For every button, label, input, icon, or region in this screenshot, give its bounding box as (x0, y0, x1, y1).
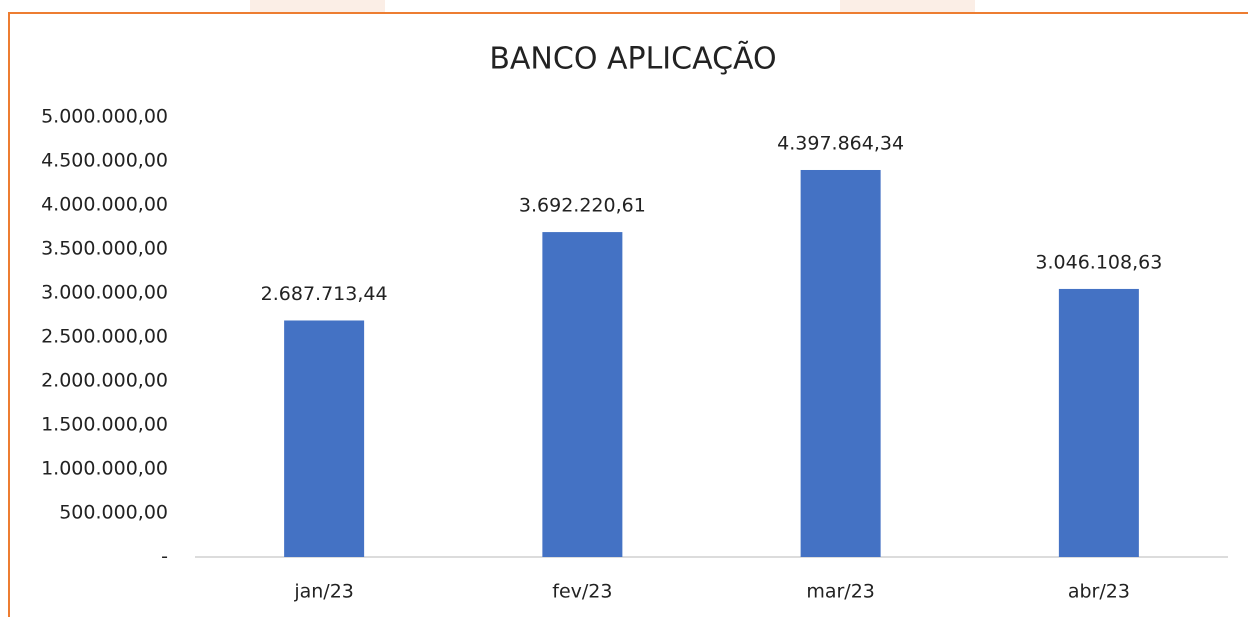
x-tick-label: mar/23 (806, 581, 875, 603)
y-tick-label: 5.000.000,00 (41, 106, 168, 128)
bar (284, 320, 365, 557)
y-tick-label: 1.000.000,00 (41, 458, 168, 480)
data-label: 2.687.713,44 (261, 283, 388, 305)
y-tick-label: 1.500.000,00 (41, 414, 168, 436)
x-tick-label: jan/23 (293, 581, 354, 603)
y-tick-label: 3.500.000,00 (41, 238, 168, 260)
bar (1058, 288, 1139, 557)
background-tab (840, 0, 975, 12)
chart-title: BANCO APLICAÇÃO (489, 41, 776, 77)
x-tick-label: abr/23 (1068, 581, 1130, 603)
x-tick-label: fev/23 (552, 581, 612, 603)
y-tick-label: 4.000.000,00 (41, 194, 168, 216)
y-tick-label: 2.500.000,00 (41, 326, 168, 348)
bar (800, 169, 881, 557)
y-tick-label: 2.000.000,00 (41, 370, 168, 392)
data-label: 3.046.108,63 (1035, 251, 1162, 273)
y-tick-label: 3.000.000,00 (41, 282, 168, 304)
y-tick-label: 500.000,00 (59, 502, 168, 524)
background-tab (250, 0, 385, 12)
bar (542, 232, 623, 557)
data-label: 4.397.864,34 (777, 132, 904, 154)
data-label: 3.692.220,61 (519, 195, 646, 217)
y-tick-label: - (161, 546, 168, 568)
y-tick-label: 4.500.000,00 (41, 150, 168, 172)
